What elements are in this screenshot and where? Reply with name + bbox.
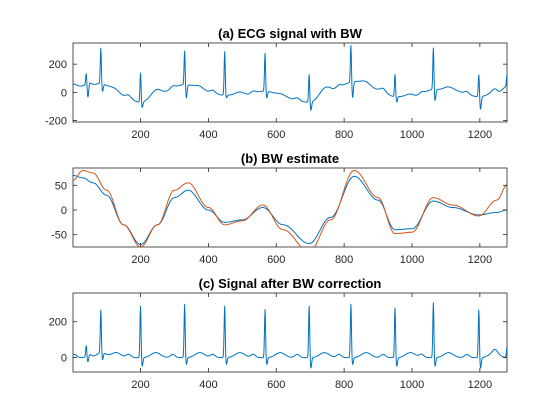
panel-b-xtick-label: 200 <box>131 254 149 266</box>
panel-c-xtick-label: 1200 <box>468 379 492 391</box>
panel-c-ytick-label: 0 <box>61 353 67 365</box>
panel-c-xtick-label: 600 <box>267 379 285 391</box>
panel-c-xtick-label: 800 <box>335 379 353 391</box>
panel-b-ytick-label: 0 <box>61 205 67 217</box>
panel-a-title: (a) ECG signal with BW <box>218 26 362 41</box>
panel-a-ytick-label: -200 <box>45 116 67 128</box>
panel-c-corrected-signal: (c) Signal after BW correction 200 400 600 8… <box>49 276 507 391</box>
panel-c-xtick-label: 400 <box>199 379 217 391</box>
panel-a-xtick-label: 400 <box>199 129 217 141</box>
panel-b-title: (b) BW estimate <box>241 151 339 166</box>
panel-b-ytick-label: 50 <box>55 180 67 192</box>
panel-a-xtick-label: 1200 <box>468 129 492 141</box>
panel-c-xtick-label: 1000 <box>400 379 424 391</box>
panel-c-ytick-label: 200 <box>49 317 67 329</box>
panel-c-xtick-label: 200 <box>131 379 149 391</box>
panel-b-xtick-label: 800 <box>335 254 353 266</box>
panel-a-ytick-label: 0 <box>61 87 67 99</box>
panel-c-title: (c) Signal after BW correction <box>199 276 382 291</box>
panel-a-xtick-label: 800 <box>335 129 353 141</box>
panel-b-xtick-label: 400 <box>199 254 217 266</box>
panel-a-xtick-label: 1000 <box>400 129 424 141</box>
panel-b-xtick-label: 600 <box>267 254 285 266</box>
panel-b-bw-estimate: (b) BW estimate 200 400 600 800 1000 1200 -50 0 5… <box>51 151 507 266</box>
panel-a-xtick-label: 200 <box>131 129 149 141</box>
panel-b-xtick-label: 1000 <box>400 254 424 266</box>
panel-a-ytick-label: 200 <box>49 59 67 71</box>
panel-c-axes-box <box>73 293 507 372</box>
panel-b-axes-box <box>73 168 507 247</box>
panel-b-ytick-label: -50 <box>51 230 67 242</box>
panel-a-axes-box <box>73 43 507 122</box>
panel-a-ecg-with-bw: (a) ECG signal with BW 200 400 600 800 1000 12… <box>45 26 507 141</box>
panel-a-xtick-label: 600 <box>267 129 285 141</box>
panel-b-xtick-label: 1200 <box>468 254 492 266</box>
